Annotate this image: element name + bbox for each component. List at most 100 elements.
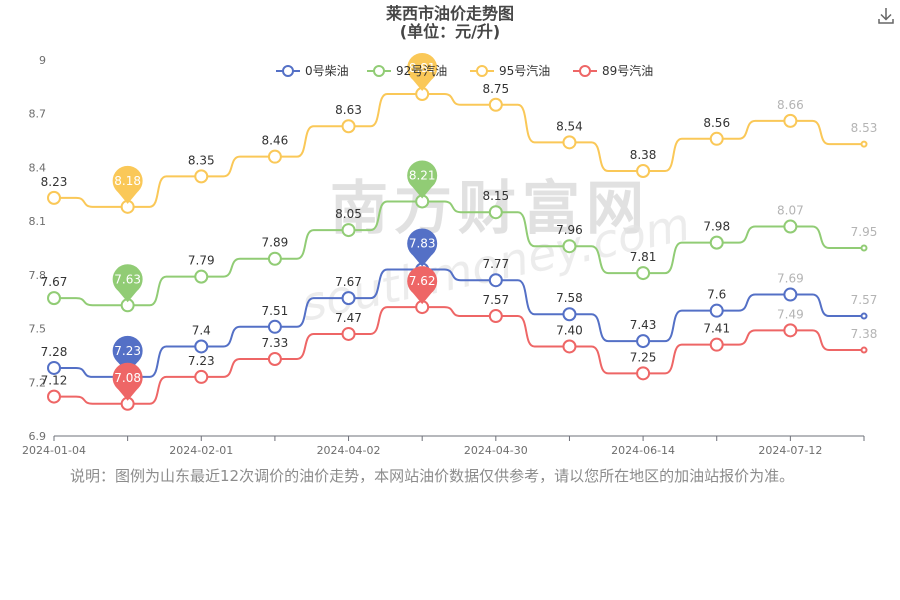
x-tick-label: 2024-01-04 bbox=[22, 444, 86, 457]
data-point bbox=[860, 346, 868, 354]
data-label: 8.66 bbox=[777, 98, 804, 112]
data-point bbox=[47, 190, 61, 205]
x-tick-label: 2024-04-02 bbox=[317, 444, 381, 457]
data-label: 8.63 bbox=[335, 103, 362, 117]
markpoint-pin: 8.21 bbox=[407, 160, 438, 199]
data-point bbox=[341, 223, 356, 238]
data-label: 7.49 bbox=[777, 307, 804, 321]
pin-label: 7.63 bbox=[114, 272, 141, 286]
data-label: 7.38 bbox=[851, 327, 878, 341]
series-line bbox=[53, 200, 864, 307]
download-icon[interactable] bbox=[876, 6, 896, 26]
data-label: 7.67 bbox=[335, 275, 362, 289]
x-tick-label: 2024-02-01 bbox=[169, 444, 233, 457]
legend-label: 0号柴油 bbox=[305, 64, 349, 78]
pin-label: 8.21 bbox=[409, 168, 436, 182]
legend-item[interactable]: 0号柴油 bbox=[276, 64, 349, 78]
data-label: 7.57 bbox=[851, 293, 878, 307]
data-point bbox=[267, 251, 282, 266]
data-label: 7.51 bbox=[262, 304, 289, 318]
data-point bbox=[709, 303, 724, 318]
y-tick-label: 8.7 bbox=[29, 108, 47, 121]
series-line bbox=[54, 268, 864, 378]
pin-label: 7.62 bbox=[409, 274, 436, 288]
data-point bbox=[267, 319, 282, 334]
data-label: 8.23 bbox=[41, 175, 68, 189]
data-label: 7.12 bbox=[41, 374, 68, 388]
data-label: 8.35 bbox=[188, 153, 215, 167]
legend-item[interactable]: 95号汽油 bbox=[470, 63, 550, 78]
data-point bbox=[488, 97, 503, 112]
data-point bbox=[783, 323, 798, 338]
series-1 bbox=[47, 194, 868, 313]
y-tick-label: 8.1 bbox=[29, 215, 47, 228]
pin-label: 8.18 bbox=[114, 174, 141, 188]
data-point bbox=[860, 140, 868, 148]
data-label: 7.81 bbox=[630, 250, 657, 264]
legend-marker bbox=[282, 65, 294, 77]
data-label: 7.95 bbox=[851, 225, 878, 239]
data-label: 8.05 bbox=[335, 207, 362, 221]
data-point bbox=[783, 219, 798, 234]
watermark-text: 南方财富网 bbox=[330, 174, 650, 242]
markpoint-pin: 8.18 bbox=[112, 165, 143, 204]
data-label: 7.96 bbox=[556, 223, 583, 237]
data-point bbox=[562, 239, 577, 254]
data-point bbox=[562, 307, 577, 322]
y-tick-label: 7.8 bbox=[29, 269, 47, 282]
data-label: 7.79 bbox=[188, 254, 215, 268]
series-line bbox=[54, 93, 865, 208]
data-point bbox=[636, 266, 651, 281]
data-label: 7.4 bbox=[192, 323, 211, 337]
data-point bbox=[194, 369, 209, 384]
pin-label: 7.23 bbox=[114, 344, 141, 358]
legend-label: 95号汽油 bbox=[499, 63, 550, 78]
y-tick-label: 7.5 bbox=[29, 323, 47, 336]
data-point bbox=[860, 244, 868, 252]
markpoint-pin: 8.81 bbox=[407, 53, 438, 92]
pin-head bbox=[407, 160, 438, 191]
legend-marker bbox=[373, 65, 385, 77]
data-label: 8.75 bbox=[482, 82, 509, 96]
markpoint-pin: 7.08 bbox=[112, 362, 143, 401]
data-label: 7.98 bbox=[703, 220, 730, 234]
data-point bbox=[47, 291, 61, 306]
data-label: 7.28 bbox=[41, 345, 68, 359]
data-point bbox=[267, 352, 282, 367]
pin-head bbox=[112, 335, 143, 366]
y-tick-label: 8.4 bbox=[29, 161, 47, 174]
legend-marker bbox=[476, 65, 488, 77]
data-label: 7.25 bbox=[630, 350, 657, 364]
x-tick-label: 2024-07-12 bbox=[758, 444, 822, 457]
legend-label: 89号汽油 bbox=[602, 63, 653, 78]
data-label: 8.46 bbox=[262, 134, 289, 148]
data-label: 7.67 bbox=[41, 275, 68, 289]
y-tick-label: 9 bbox=[39, 54, 46, 67]
data-label: 8.07 bbox=[777, 204, 804, 218]
data-point bbox=[267, 149, 282, 164]
data-point bbox=[194, 269, 209, 284]
chart-title: 莱西市油价走势图 bbox=[385, 4, 514, 23]
data-label: 7.47 bbox=[335, 311, 362, 325]
pin-label: 7.08 bbox=[114, 371, 141, 385]
legend-marker bbox=[579, 65, 591, 77]
markpoint-pin: 7.62 bbox=[407, 266, 438, 305]
markpoint-pin: 7.63 bbox=[112, 264, 143, 303]
legend-label: 92号汽油 bbox=[396, 63, 447, 78]
data-point bbox=[783, 287, 798, 302]
markpoint-pin: 7.83 bbox=[407, 228, 438, 267]
y-tick-label: 6.9 bbox=[29, 430, 47, 443]
data-label: 7.89 bbox=[262, 236, 289, 250]
chart-subtitle: (单位：元/升) bbox=[399, 22, 501, 41]
pin-label: 7.83 bbox=[409, 236, 436, 250]
y-tick-label: 7.2 bbox=[29, 376, 47, 389]
series-line bbox=[53, 306, 864, 405]
data-point bbox=[194, 339, 209, 354]
legend-item[interactable]: 89号汽油 bbox=[573, 63, 653, 78]
data-label: 8.15 bbox=[482, 189, 509, 203]
data-label: 7.77 bbox=[482, 257, 509, 271]
legend-item[interactable]: 92号汽油 bbox=[367, 63, 447, 78]
data-label: 7.58 bbox=[556, 291, 583, 305]
data-point bbox=[636, 164, 651, 179]
pin-head bbox=[112, 264, 143, 295]
